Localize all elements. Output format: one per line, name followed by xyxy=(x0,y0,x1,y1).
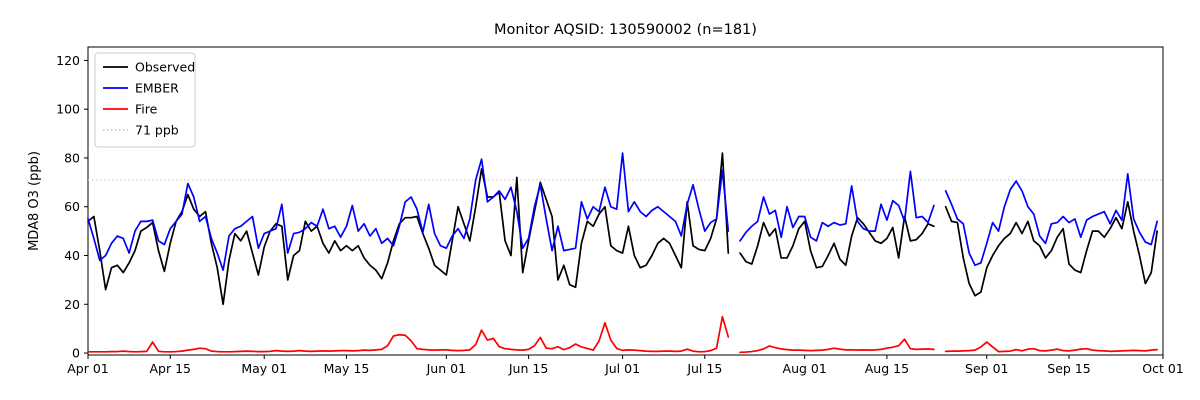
y-tick-label: 100 xyxy=(56,102,80,117)
legend-label: EMBER xyxy=(135,81,179,96)
x-tick-label: Aug 15 xyxy=(865,361,909,376)
x-tick-label: Jun 01 xyxy=(426,361,466,376)
x-tick-label: Apr 01 xyxy=(67,361,109,376)
x-tick-label: Jul 15 xyxy=(686,361,722,376)
series-line-observed xyxy=(87,152,1158,306)
x-tick-label: Apr 15 xyxy=(149,361,191,376)
x-tick-label: Sep 01 xyxy=(965,361,1008,376)
y-tick-label: 20 xyxy=(64,297,80,312)
series-line-ember xyxy=(87,152,1158,271)
y-tick-label: 80 xyxy=(64,150,80,165)
x-tick-label: Oct 01 xyxy=(1142,361,1184,376)
x-tick-label: May 15 xyxy=(324,361,370,376)
chart-title: Monitor AQSID: 130590002 (n=181) xyxy=(494,22,757,38)
y-tick-label: 120 xyxy=(56,53,80,68)
x-tick-label: May 01 xyxy=(241,361,287,376)
legend-label: 71 ppb xyxy=(135,123,179,138)
series-line-fire xyxy=(87,315,1158,354)
y-tick-label: 0 xyxy=(72,346,80,361)
y-axis-label: MDA8 O3 (ppb) xyxy=(27,151,42,251)
legend-box xyxy=(94,52,196,148)
x-tick-label: Jun 15 xyxy=(508,361,548,376)
y-tick-label: 40 xyxy=(64,248,80,263)
x-tick-label: Jul 01 xyxy=(604,361,640,376)
x-tick-label: Sep 15 xyxy=(1047,361,1090,376)
y-tick-label: 60 xyxy=(64,199,80,214)
legend-label: Observed xyxy=(135,60,195,75)
axes-box xyxy=(87,46,1164,356)
legend-label: Fire xyxy=(135,102,158,117)
x-tick-label: Aug 01 xyxy=(783,361,827,376)
